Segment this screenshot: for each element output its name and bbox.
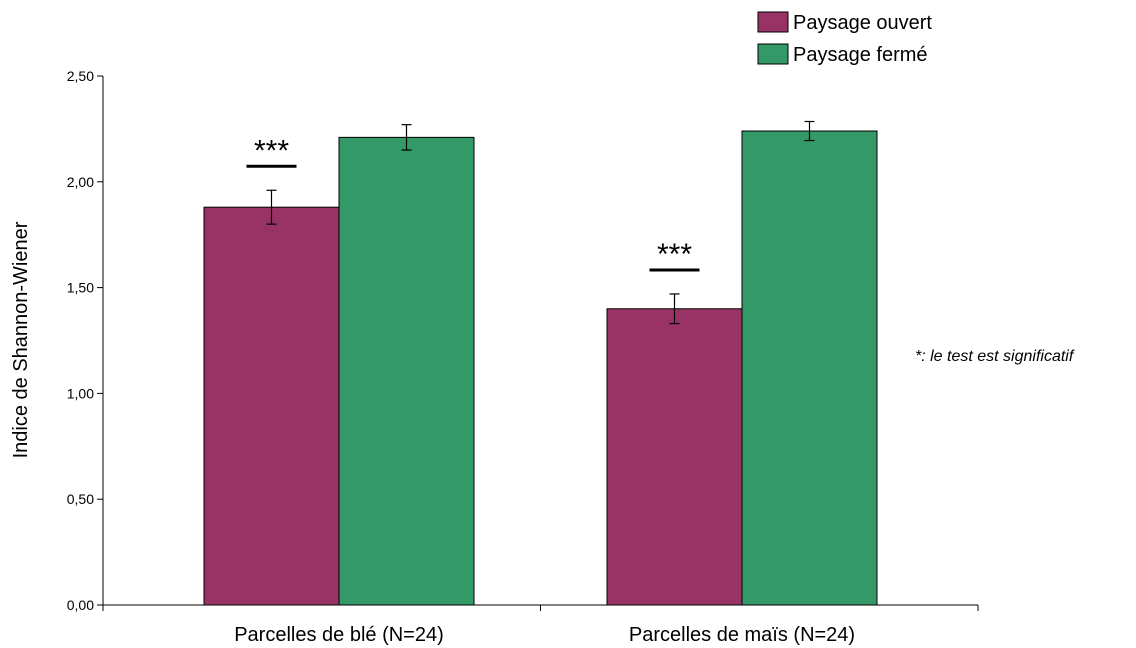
legend: Paysage ouvert Paysage fermé — [757, 11, 932, 66]
error-bar — [401, 124, 412, 151]
bar-paysage-ferme — [741, 130, 878, 606]
y-tick-label: 1,50 — [67, 280, 94, 296]
significance-label: *** — [657, 238, 692, 271]
legend-label-paysage-ouvert: Paysage ouvert — [793, 12, 932, 34]
y-axis-title: Indice de Shannon-Wiener — [10, 221, 32, 458]
error-bar — [804, 120, 815, 142]
y-axis-ticks: 0,00 0,50 1,00 1,50 2,00 2,50 — [67, 68, 979, 613]
y-tick-label: 2,00 — [67, 174, 94, 190]
significance-label: *** — [254, 134, 289, 167]
y-tick-label: 0,50 — [67, 491, 94, 507]
bar-paysage-ouvert — [606, 308, 743, 606]
y-tick-label: 0,00 — [67, 597, 94, 613]
y-tick-label: 1,00 — [67, 385, 94, 401]
legend-swatch-paysage-ferme — [757, 43, 789, 65]
bar-paysage-ouvert — [203, 206, 340, 606]
error-bar — [669, 293, 680, 325]
legend-swatch-paysage-ouvert — [757, 11, 789, 33]
x-category-label: Parcelles de blé (N=24) — [234, 624, 444, 646]
significance-note: *: le test est significatif — [915, 348, 1075, 365]
x-category-label: Parcelles de maïs (N=24) — [629, 624, 855, 646]
error-bar — [266, 189, 277, 225]
y-tick-label: 2,50 — [67, 68, 94, 84]
chart-marks: Parcelles de blé (N=24) *** Parcelles de m… — [203, 120, 878, 646]
legend-label-paysage-ferme: Paysage fermé — [793, 44, 928, 66]
bar-paysage-ferme — [338, 136, 475, 606]
